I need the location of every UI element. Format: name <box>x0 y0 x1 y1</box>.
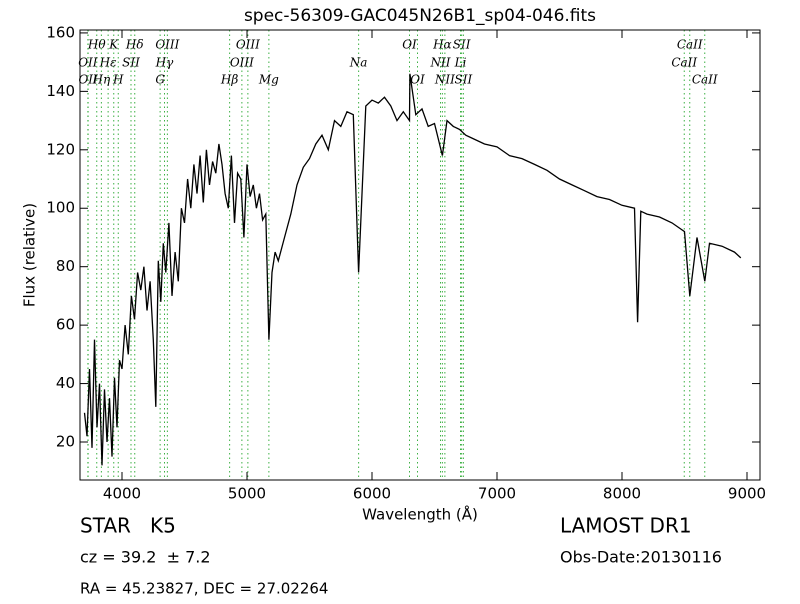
x-tick-label: 9000 <box>728 485 766 503</box>
spectral-line-label: Hδ <box>125 38 144 52</box>
spectral-line-label: K <box>108 38 119 52</box>
spectrum-line <box>83 73 742 466</box>
spectral-line-label: Hη <box>92 73 111 87</box>
plot-frame <box>79 29 761 481</box>
coordinates: RA = 45.23827, DEC = 27.02264 <box>80 580 328 598</box>
spectral-line-label: Hα <box>432 38 452 52</box>
spectral-line-label: SII <box>453 38 471 52</box>
spectral-line-label: Hθ <box>87 38 106 52</box>
y-axis-label: Flux (relative) <box>21 203 39 307</box>
spectral-line-label: SII <box>455 73 473 87</box>
spectral-line-label: SII <box>122 56 140 70</box>
y-tick-label: 140 <box>46 82 75 100</box>
obs-date: Obs-Date:20130116 <box>560 548 722 567</box>
y-tick-label: 60 <box>56 316 75 334</box>
spectral-line-label: Li <box>454 56 467 70</box>
spectral-line-label: Mg <box>258 73 279 87</box>
redshift: cz = 39.2 ± 7.2 <box>80 548 211 567</box>
x-tick-label: 6000 <box>353 485 391 503</box>
x-tick-label: 4000 <box>103 485 141 503</box>
spectral-line-label: H <box>112 73 124 87</box>
y-tick-label: 160 <box>46 23 75 41</box>
object-class: STAR K5 <box>80 514 176 538</box>
spectral-line-label: Hγ <box>155 56 174 70</box>
spectral-line-label: OI <box>402 38 417 52</box>
spectral-line-label: OII <box>78 73 98 87</box>
y-tick-label: 80 <box>56 257 75 275</box>
spectral-line-label: Hβ <box>220 73 238 87</box>
y-tick-label: 100 <box>46 199 75 217</box>
spectral-line-label: CaII <box>677 38 703 52</box>
spectral-line-label: Na <box>349 56 368 70</box>
x-tick-label: 5000 <box>228 485 266 503</box>
x-tick-label: 8000 <box>603 485 641 503</box>
x-tick-label: 7000 <box>478 485 516 503</box>
spectral-line-label: NII <box>430 56 451 70</box>
spectral-line-label: NII <box>434 73 455 87</box>
spectral-line-label: OI <box>410 73 425 87</box>
x-axis-label: Wavelength (Å) <box>362 505 478 524</box>
y-tick-label: 120 <box>46 140 75 158</box>
chart-title: spec-56309-GAC045N26B1_sp04-046.fits <box>244 6 596 26</box>
spectral-line-label: CaII <box>671 56 697 70</box>
spectral-line-label: OIII <box>230 56 254 70</box>
spectral-line-label: OIII <box>155 38 179 52</box>
spectral-line-label: CaII <box>692 73 718 87</box>
y-tick-label: 20 <box>56 433 75 451</box>
spectral-line-label: G <box>155 73 165 87</box>
spectral-line-label: OIII <box>236 38 260 52</box>
spectral-line-label: Hε <box>99 56 117 70</box>
survey: LAMOST DR1 <box>560 514 692 538</box>
y-tick-label: 40 <box>56 374 75 392</box>
